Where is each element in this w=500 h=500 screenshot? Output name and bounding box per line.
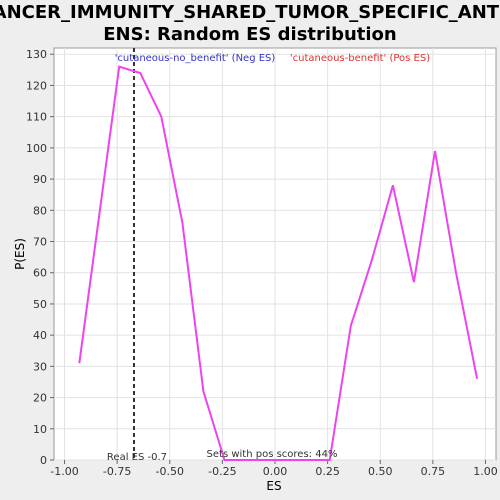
x-tick-label: 0.25	[315, 465, 340, 478]
chart-title-line2: ENS: Random ES distribution	[103, 24, 396, 45]
y-tick-label: 80	[33, 204, 47, 217]
y-tick-label: 50	[33, 298, 47, 311]
x-tick-label: 1.00	[473, 465, 498, 478]
y-tick-label: 20	[33, 392, 47, 405]
x-axis-label: ES	[266, 479, 281, 493]
x-tick-label: -0.50	[156, 465, 184, 478]
y-tick-label: 90	[33, 173, 47, 186]
y-tick-label: 70	[33, 236, 47, 249]
y-tick-label: 60	[33, 267, 47, 280]
x-tick-label: -0.25	[208, 465, 236, 478]
y-tick-label: 120	[26, 79, 47, 92]
y-axis-ticks: 0 10 20 30 40 50 60 70 80 90 100 110 120 130	[26, 48, 54, 467]
pos-scores-label: Sets with pos scores: 44%	[207, 449, 338, 460]
x-axis-ticks: -1.00 -0.75 -0.50 -0.25 0.00 0.25 0.50 0.75 1.00	[50, 460, 498, 478]
x-tick-label: -1.00	[50, 465, 78, 478]
real-es-label: Real ES -0.7	[107, 452, 167, 463]
x-tick-label: 0.00	[263, 465, 288, 478]
legend-neg-es: 'cutaneous-no_benefit' (Neg ES)	[115, 53, 276, 64]
x-tick-label: 0.75	[421, 465, 446, 478]
grid	[54, 48, 496, 461]
y-tick-label: 40	[33, 329, 47, 342]
y-tick-label: 110	[26, 111, 47, 124]
x-tick-label: 0.50	[368, 465, 393, 478]
y-tick-label: 10	[33, 423, 47, 436]
es-distribution-line	[78, 65, 479, 461]
y-axis-label: P(ES)	[13, 238, 27, 270]
y-tick-label: 0	[40, 454, 47, 467]
x-tick-label: -0.75	[103, 465, 131, 478]
y-tick-label: 130	[26, 48, 47, 61]
chart-title-line1: CANCER_IMMUNITY_SHARED_TUMOR_SPECIFIC_AN…	[0, 2, 500, 23]
legend-pos-es: 'cutaneous-benefit' (Pos ES)	[290, 53, 430, 64]
y-tick-label: 30	[33, 360, 47, 373]
y-tick-label: 100	[26, 142, 47, 155]
